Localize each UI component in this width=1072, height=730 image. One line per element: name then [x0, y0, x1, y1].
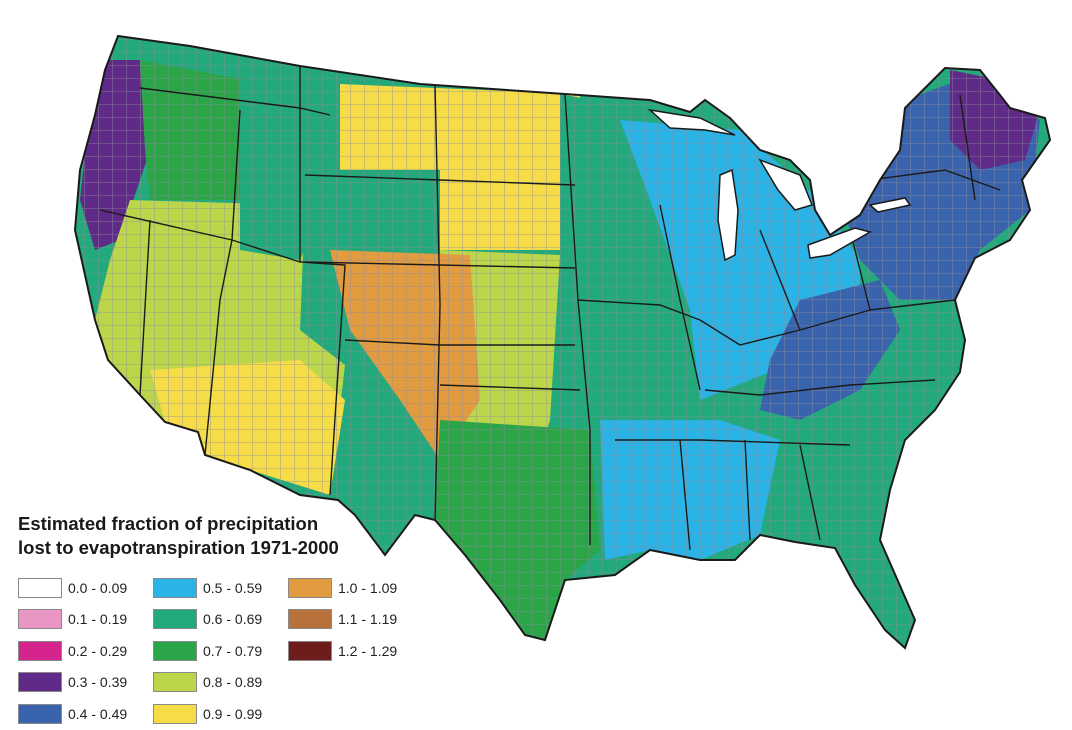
legend-swatch [18, 640, 62, 661]
legend-swatch [18, 672, 62, 693]
legend-swatch [153, 640, 197, 661]
legend-item: 0.7 - 0.79 [153, 635, 288, 667]
legend-label: 0.7 - 0.79 [203, 642, 263, 659]
legend-item: 0.3 - 0.39 [18, 667, 153, 699]
legend-item: 0.6 - 0.69 [153, 604, 288, 636]
legend-title-line-2: lost to evapotranspiration 1971-2000 [18, 537, 339, 558]
legend-swatch [153, 609, 197, 630]
legend-swatch [153, 577, 197, 598]
lake-huron [758, 158, 814, 211]
legend-swatch [18, 609, 62, 630]
legend-swatch [18, 577, 62, 598]
legend-label: 0.9 - 0.99 [203, 705, 263, 722]
legend-item: 0.2 - 0.29 [18, 635, 153, 667]
legend-label: 0.3 - 0.39 [68, 674, 128, 691]
legend-item: 1.2 - 1.29 [288, 635, 418, 667]
state-boundaries [99, 66, 1001, 551]
lake-ontario [868, 197, 912, 213]
legend-item: 0.8 - 0.89 [153, 667, 288, 699]
legend-item: 0.9 - 0.99 [153, 698, 288, 730]
lake-erie [807, 227, 872, 259]
legend-label: 1.1 - 1.19 [338, 611, 398, 628]
legend-title-line-1: Estimated fraction of precipitation [18, 513, 319, 534]
legend-item: 0.0 - 0.09 [18, 572, 153, 604]
legend-label: 0.8 - 0.89 [203, 674, 263, 691]
lake-michigan [717, 168, 739, 262]
legend-item: 1.0 - 1.09 [288, 572, 418, 604]
legend: 0.0 - 0.09 0.1 - 0.19 0.2 - 0.29 0.3 - 0.39… [18, 572, 418, 730]
lake-superior [647, 108, 736, 136]
legend-item: 1.1 - 1.19 [288, 604, 418, 636]
legend-label: 1.2 - 1.29 [338, 642, 398, 659]
country-outline [73, 34, 1052, 650]
legend-label: 0.2 - 0.29 [68, 642, 128, 659]
legend-label: 0.4 - 0.49 [68, 705, 128, 722]
legend-item: 0.5 - 0.59 [153, 572, 288, 604]
legend-label: 0.1 - 0.19 [68, 611, 128, 628]
legend-label: 0.0 - 0.09 [68, 579, 128, 596]
legend-swatch [153, 672, 197, 693]
legend-title: Estimated fraction of precipitation lost… [18, 512, 438, 560]
legend-label: 0.5 - 0.59 [203, 579, 263, 596]
legend-label: 0.6 - 0.69 [203, 611, 263, 628]
legend-item: 0.1 - 0.19 [18, 604, 153, 636]
legend-label: 1.0 - 1.09 [338, 579, 398, 596]
legend-swatch [288, 577, 332, 598]
legend-swatch [288, 609, 332, 630]
legend-swatch [288, 640, 332, 661]
legend-item: 0.4 - 0.49 [18, 698, 153, 730]
